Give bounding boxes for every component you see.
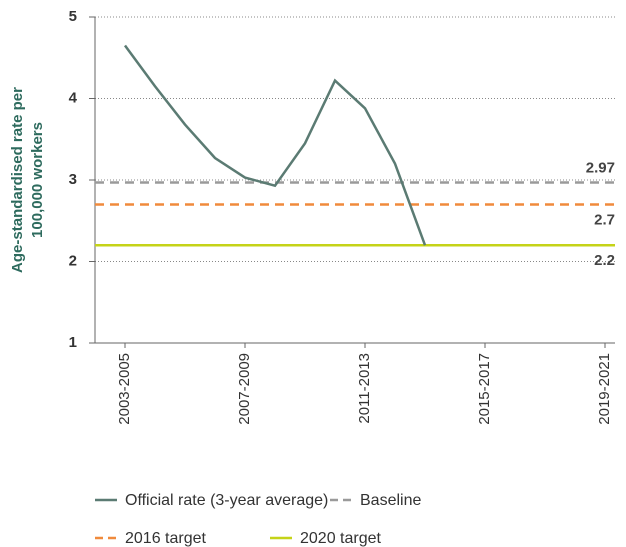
- y-tick-label: 1: [69, 334, 77, 351]
- legend-label: 2016 target: [125, 530, 207, 547]
- y-axis-label: Age-standardised rate per: [9, 87, 26, 273]
- data-label: 2.97: [586, 159, 615, 176]
- y-axis-label: 100,000 workers: [29, 122, 46, 238]
- x-tick-label: 2003-2005: [116, 353, 133, 425]
- y-tick-label: 3: [69, 171, 77, 188]
- y-tick-label: 5: [69, 8, 77, 25]
- legend-label: 2020 target: [300, 530, 382, 547]
- legend-label: Official rate (3-year average): [125, 492, 328, 509]
- y-tick-label: 4: [69, 89, 78, 106]
- x-tick-label: 2019-2021: [596, 353, 613, 425]
- y-tick-label: 2: [69, 252, 77, 269]
- data-label: 2.2: [594, 252, 615, 269]
- data-label: 2.7: [594, 211, 615, 228]
- legend-label: Baseline: [360, 492, 421, 509]
- data-line: [123, 44, 427, 246]
- x-tick-label: 2015-2017: [476, 353, 493, 425]
- x-tick-label: 2007-2009: [236, 353, 253, 425]
- x-tick-label: 2011-2013: [356, 353, 373, 424]
